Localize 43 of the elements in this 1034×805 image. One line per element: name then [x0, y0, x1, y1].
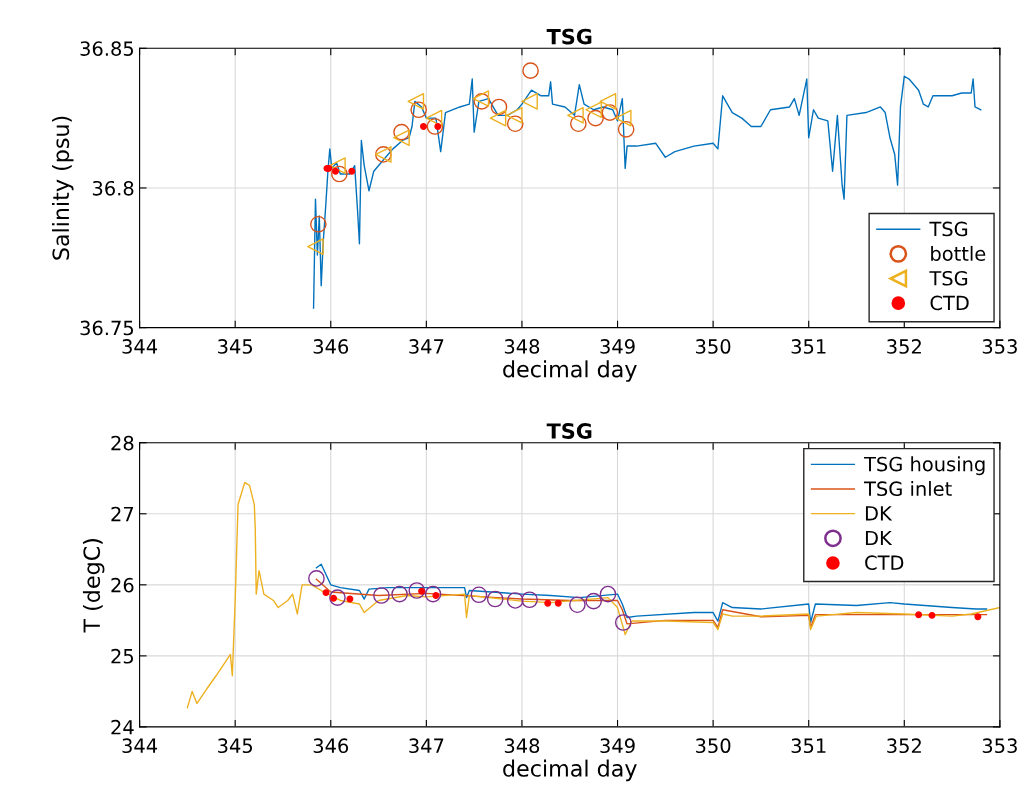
y-tick-label: 36.75 [80, 320, 134, 336]
x-axis-title: decimal day [503, 759, 637, 782]
legend-label: TSG [929, 270, 968, 286]
x-tick-label: 346 [313, 339, 349, 354]
x-tick-label: 351 [791, 339, 826, 354]
legend-label: TSG inlet [864, 481, 952, 497]
legend-label: DK [865, 506, 893, 521]
legend-label: bottle [931, 245, 986, 261]
x-tick-label: 349 [600, 339, 635, 354]
y-tick-label: 36.85 [80, 41, 134, 56]
x-tick-label: 351 [791, 738, 826, 754]
x-tick-label: 344 [122, 339, 158, 354]
x-tick-label: 353 [982, 339, 1017, 354]
legend-label: DK [865, 530, 893, 546]
y-tick-label: 24 [111, 719, 134, 735]
x-tick-label: 345 [218, 339, 253, 354]
x-tick-label: 352 [887, 339, 921, 354]
x-tick-label: 350 [696, 339, 731, 354]
x-tick-label: 344 [122, 738, 158, 754]
chart-title: TSG [546, 423, 592, 439]
x-tick-label: 345 [218, 738, 253, 754]
x-tick-label: 347 [409, 339, 444, 354]
x-tick-label: 346 [313, 738, 349, 754]
chart-title: TSG [546, 28, 592, 45]
x-tick-label: 347 [409, 738, 444, 754]
x-tick-label: 348 [504, 339, 540, 354]
x-tick-label: 350 [696, 738, 731, 754]
legend-label: CTD [865, 555, 904, 571]
legend-label: TSG [929, 221, 968, 237]
y-tick-label: 25 [111, 648, 134, 664]
x-axis-title: decimal day [503, 360, 637, 382]
legend-label: CTD [930, 295, 969, 311]
x-tick-label: 352 [887, 738, 921, 754]
x-tick-label: 349 [600, 738, 635, 754]
y-axis-title: T (degC) [82, 539, 105, 633]
y-tick-label: 26 [111, 577, 134, 593]
x-tick-label: 353 [982, 738, 1017, 754]
y-tick-label: 36.8 [92, 180, 134, 196]
legend-label: TSG housing [864, 456, 985, 476]
y-tick-label: 27 [111, 506, 134, 522]
y-tick-label: 28 [111, 435, 134, 451]
x-tick-label: 348 [504, 738, 540, 754]
y-axis-title: Salinity (psu) [52, 116, 74, 260]
